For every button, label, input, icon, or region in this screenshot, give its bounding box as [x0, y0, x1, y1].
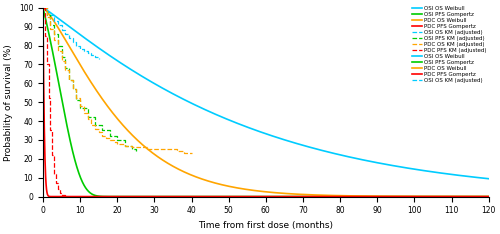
- X-axis label: Time from first dose (months): Time from first dose (months): [198, 221, 334, 230]
- Legend: OSI OS Weibull, OSI PFS Gompertz, PDC OS Weibull, PDC PFS Gompertz, OSI OS KM (a: OSI OS Weibull, OSI PFS Gompertz, PDC OS…: [410, 4, 488, 85]
- Y-axis label: Probability of survival (%): Probability of survival (%): [4, 44, 13, 161]
